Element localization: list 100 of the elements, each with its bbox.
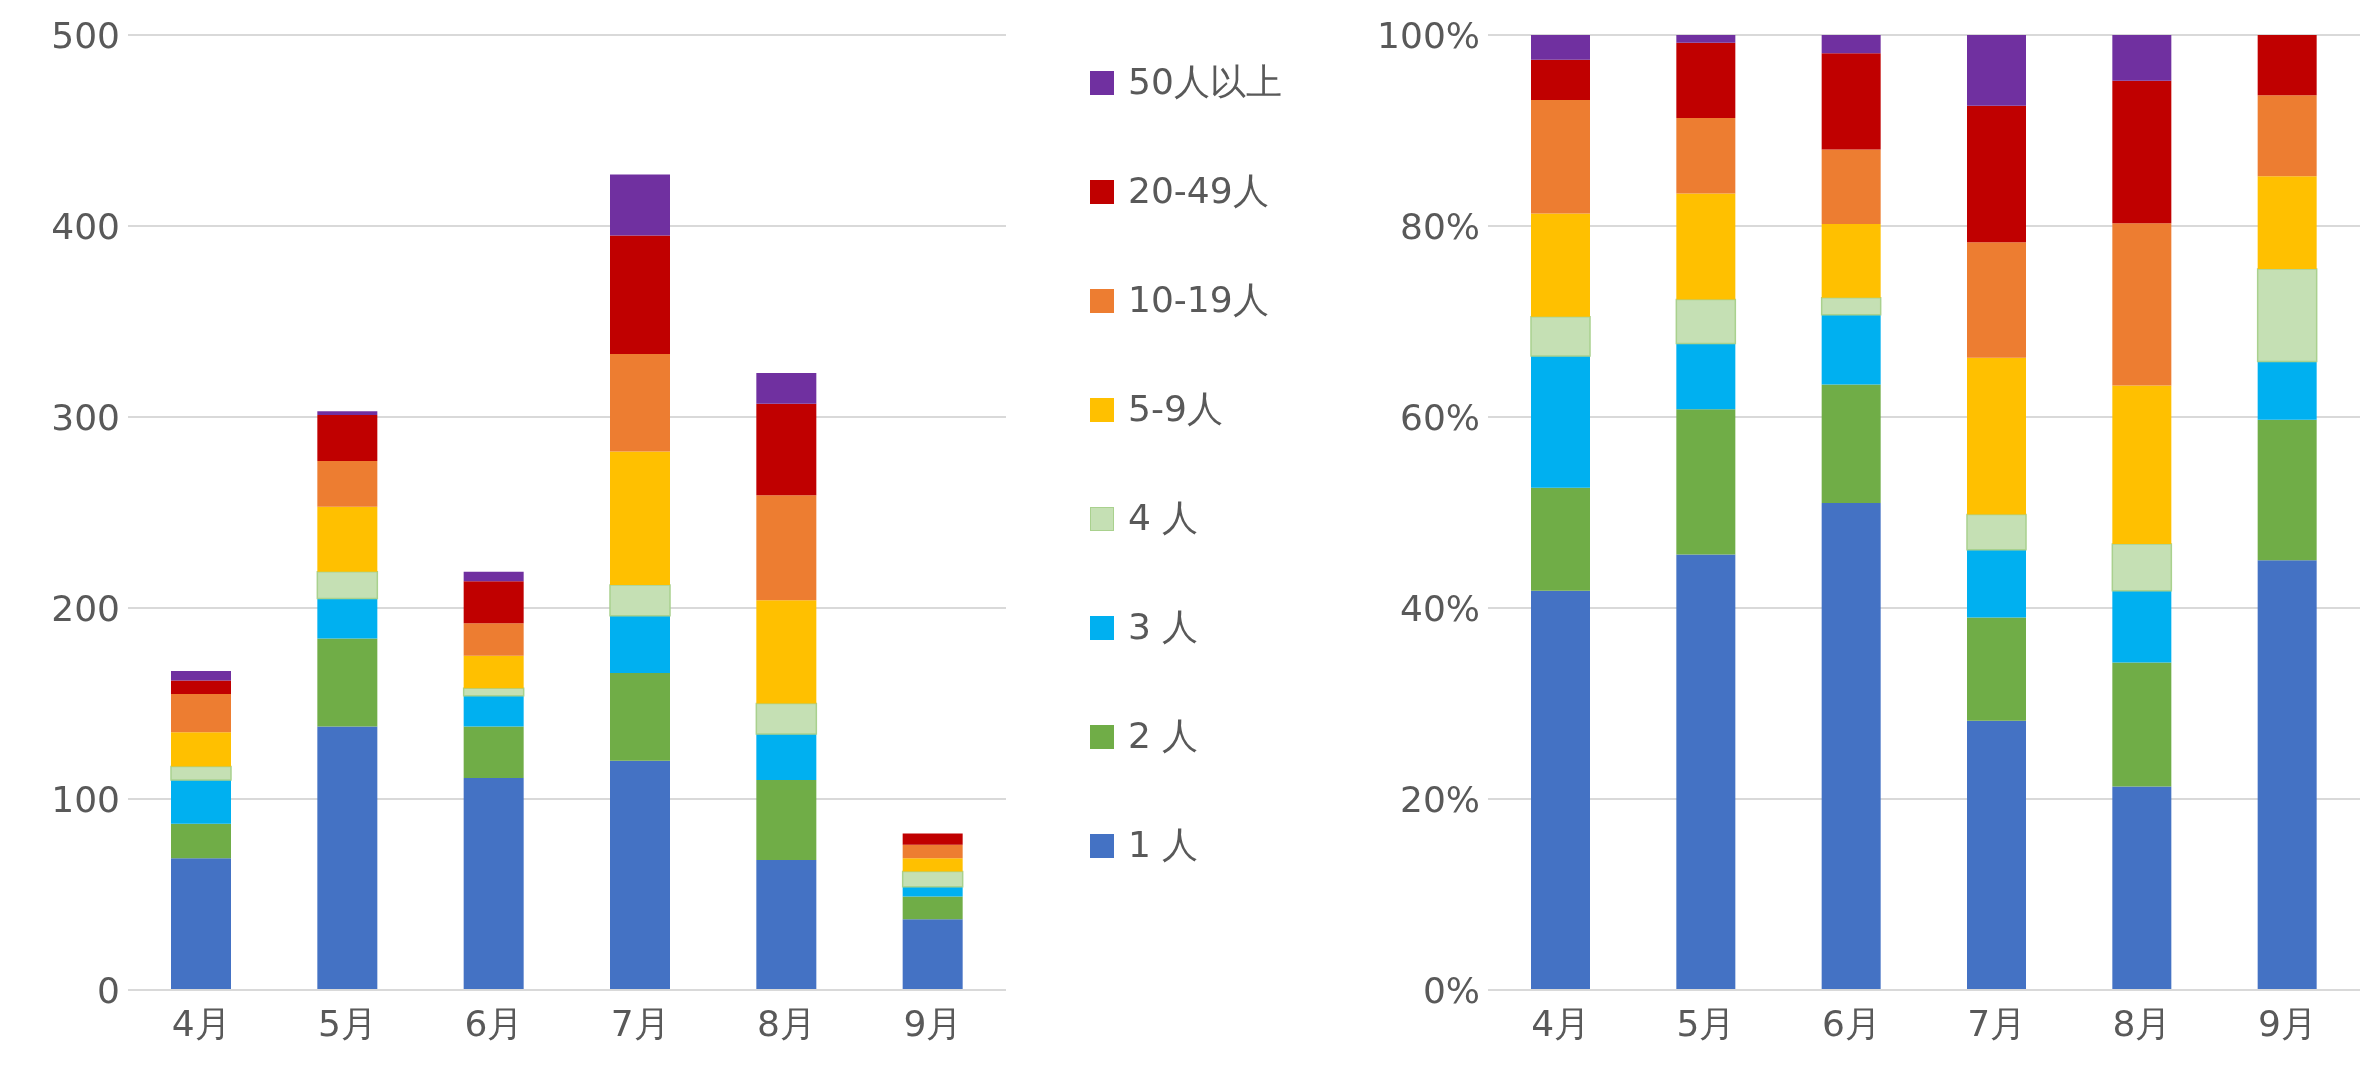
- bar: [610, 235, 670, 354]
- bar: [1820, 296, 1882, 316]
- bar: [1675, 298, 1737, 345]
- bar: [317, 506, 378, 572]
- bar: [1967, 105, 2026, 243]
- legend-label: 20-49人: [1128, 169, 1269, 213]
- bar: [463, 571, 524, 582]
- bar: [1967, 35, 2026, 106]
- x-tick-label: 6月: [464, 1002, 524, 1044]
- legend-label: 50人以上: [1128, 60, 1282, 104]
- bar: [1967, 720, 2026, 990]
- bar: [463, 695, 524, 727]
- bar: [2112, 385, 2172, 545]
- y-tick-label: 80%: [1399, 205, 1480, 247]
- bar: [1676, 554, 1736, 990]
- bar: [171, 680, 231, 694]
- bar: [317, 460, 378, 507]
- x-tick-label: 7月: [610, 1002, 670, 1044]
- bar: [902, 833, 963, 845]
- x-tick-label: 4月: [1531, 1002, 1591, 1044]
- bar: [610, 672, 670, 761]
- y-tick-label: 60%: [1399, 396, 1480, 438]
- y-tick-label: 20%: [1399, 778, 1480, 820]
- x-tick-label: 8月: [2112, 1002, 2172, 1044]
- bar: [1967, 617, 2026, 721]
- y-tick-label: 0: [97, 969, 120, 1011]
- bar: [463, 655, 524, 689]
- bar: [1531, 35, 1590, 60]
- bar: [2111, 543, 2173, 592]
- bar: [317, 411, 378, 416]
- bar: [2112, 590, 2172, 663]
- bar: [1967, 357, 2026, 515]
- bar: [171, 693, 231, 733]
- bar: [1821, 314, 1881, 385]
- bar: [2112, 223, 2172, 386]
- y-tick-label: 500: [51, 14, 120, 56]
- bar: [1821, 53, 1881, 150]
- bar: [756, 600, 817, 704]
- bar: [610, 174, 670, 236]
- bar: [1821, 35, 1881, 54]
- bar: [1531, 355, 1590, 488]
- bar: [1676, 118, 1736, 194]
- bar: [1531, 487, 1590, 591]
- bar: [462, 687, 525, 697]
- legend-label: 2 人: [1128, 714, 1199, 758]
- bar: [2257, 560, 2317, 990]
- bar: [463, 623, 524, 656]
- x-tick-label: 9月: [2257, 1002, 2317, 1044]
- bar: [902, 844, 963, 859]
- bar: [463, 777, 524, 990]
- x-tick-label: 5月: [318, 1002, 377, 1044]
- bar: [171, 671, 231, 681]
- bar: [2257, 95, 2317, 177]
- x-tick-label: 4月: [171, 1002, 231, 1044]
- bar: [610, 451, 670, 586]
- x-tick-label: 5月: [1676, 1002, 1736, 1044]
- bar: [2256, 268, 2318, 363]
- legend-label: 3 人: [1128, 605, 1199, 649]
- bar: [2112, 786, 2172, 990]
- bar: [1821, 149, 1881, 225]
- bar: [1676, 343, 1736, 410]
- bar: [1531, 590, 1590, 990]
- bar: [1676, 193, 1736, 300]
- legend-label: 1 人: [1128, 823, 1199, 867]
- bar: [902, 896, 963, 920]
- bar: [171, 732, 231, 767]
- bar: [756, 734, 817, 780]
- bar: [2257, 176, 2317, 269]
- legend-label: 5-9人: [1128, 387, 1223, 431]
- bar: [1967, 242, 2026, 358]
- bar: [755, 702, 818, 735]
- bar: [317, 415, 378, 461]
- y-tick-label: 0%: [1422, 969, 1480, 1011]
- bar: [610, 760, 670, 990]
- bar: [609, 584, 671, 617]
- bar: [317, 598, 378, 639]
- bar: [1676, 409, 1736, 555]
- y-tick-label: 100: [51, 778, 120, 820]
- bar: [1531, 59, 1590, 100]
- x-tick-label: 8月: [757, 1002, 816, 1044]
- x-tick-label: 9月: [903, 1002, 963, 1044]
- bar: [610, 353, 670, 452]
- bar: [171, 858, 231, 990]
- bar: [756, 495, 817, 601]
- x-tick-label: 6月: [1821, 1002, 1881, 1044]
- bar: [1821, 384, 1881, 503]
- bar: [170, 765, 232, 781]
- bar: [316, 570, 379, 600]
- y-tick-label: 300: [51, 396, 120, 438]
- bar: [2257, 35, 2317, 96]
- bar: [756, 403, 817, 496]
- bar: [1966, 513, 2027, 551]
- legend-label: 4 人: [1128, 496, 1199, 540]
- bar: [1821, 502, 1881, 990]
- bar: [902, 858, 963, 872]
- bar: [171, 823, 231, 859]
- y-tick-label: 100%: [1377, 14, 1480, 56]
- bar: [317, 638, 378, 727]
- bar: [463, 581, 524, 624]
- bar: [2257, 419, 2317, 561]
